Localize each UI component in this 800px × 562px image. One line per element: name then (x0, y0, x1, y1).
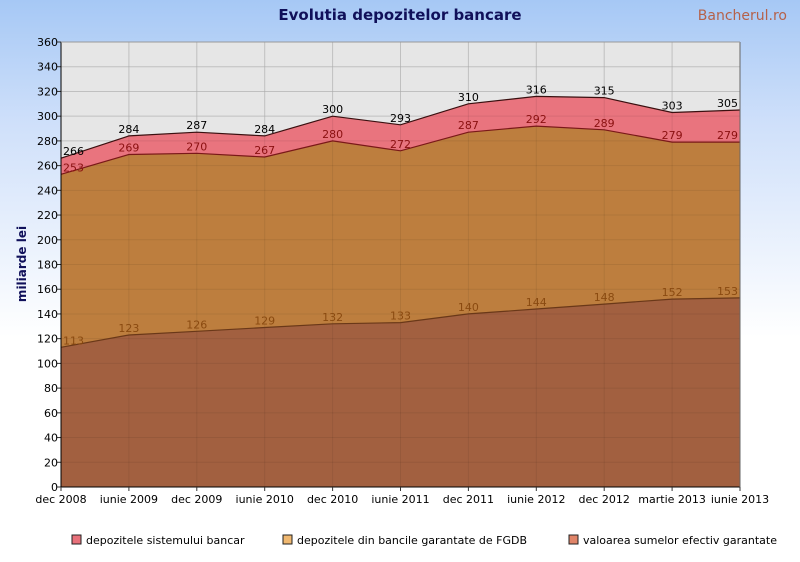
y-tick-label: 220 (37, 209, 58, 222)
y-tick-label: 260 (37, 160, 58, 173)
x-tick-label: dec 2011 (443, 493, 494, 506)
data-label: 316 (526, 83, 547, 96)
y-axis-label: miliarde lei (15, 226, 29, 302)
data-label: 279 (717, 129, 738, 142)
legend-swatch (71, 534, 82, 545)
data-label: 152 (662, 286, 683, 299)
y-tick-label: 140 (37, 308, 58, 321)
data-label: 140 (458, 301, 479, 314)
y-tick-label: 280 (37, 135, 58, 148)
data-label: 266 (63, 145, 84, 158)
x-tick-label: iunie 2011 (371, 493, 429, 506)
data-label: 272 (390, 138, 411, 151)
legend-label: depozitele sistemului bancar (86, 534, 245, 547)
data-label: 153 (717, 285, 738, 298)
data-label: 144 (526, 296, 547, 309)
y-tick-label: 340 (37, 61, 58, 74)
y-tick-label: 60 (44, 407, 58, 420)
data-label: 315 (594, 85, 615, 98)
x-tick-label: iunie 2009 (100, 493, 158, 506)
data-label: 287 (458, 119, 479, 132)
data-label: 129 (254, 315, 275, 328)
data-label: 148 (594, 291, 615, 304)
data-label: 269 (118, 141, 139, 154)
brand-logo-text[interactable]: Bancherul.ro (698, 8, 787, 24)
chart-title: Evolutia depozitelor bancare (278, 6, 521, 24)
y-tick-label: 40 (44, 432, 58, 445)
series-line-2 (60, 125, 740, 175)
series-line-3 (60, 297, 741, 348)
data-label: 287 (186, 119, 207, 132)
x-tick-label: dec 2012 (579, 493, 630, 506)
legend-label: depozitele din bancile garantate de FGDB (297, 534, 527, 547)
legend-swatch (282, 534, 293, 545)
x-tick-label: iunie 2013 (711, 493, 769, 506)
data-label: 123 (118, 322, 139, 335)
x-tick-label: iunie 2010 (236, 493, 294, 506)
data-label: 284 (118, 123, 139, 136)
y-tick-label: 200 (37, 234, 58, 247)
y-tick-label: 80 (44, 382, 58, 395)
legend-label: valoarea sumelor efectiv garantate (583, 534, 777, 547)
data-label: 303 (662, 99, 683, 112)
y-tick-label: 120 (37, 333, 58, 346)
data-label: 284 (254, 123, 275, 136)
series-area-3 (61, 297, 740, 487)
y-tick-label: 240 (37, 184, 58, 197)
data-label: 113 (63, 334, 84, 347)
data-label: 305 (717, 97, 738, 110)
data-label: 267 (254, 144, 275, 157)
x-tick-label: dec 2008 (35, 493, 86, 506)
data-label: 289 (594, 117, 615, 130)
y-tick-label: 0 (51, 481, 58, 494)
data-label: 279 (662, 129, 683, 142)
x-tick-label: dec 2010 (307, 493, 358, 506)
data-label: 310 (458, 91, 479, 104)
x-tick-label: martie 2013 (638, 493, 706, 506)
data-label: 133 (390, 310, 411, 323)
data-label: 126 (186, 318, 207, 331)
x-tick-label: dec 2009 (171, 493, 222, 506)
data-label: 132 (322, 311, 343, 324)
series-line-1 (60, 95, 741, 159)
y-tick-label: 320 (37, 85, 58, 98)
y-tick-label: 360 (37, 36, 58, 49)
y-tick-label: 100 (37, 357, 58, 370)
data-label: 253 (63, 161, 84, 174)
y-tick-label: 20 (44, 456, 58, 469)
data-label: 292 (526, 113, 547, 126)
data-label: 280 (322, 128, 343, 141)
y-tick-label: 180 (37, 259, 58, 272)
data-label: 293 (390, 112, 411, 125)
data-label: 270 (186, 140, 207, 153)
legend-swatch (568, 534, 579, 545)
y-tick-label: 300 (37, 110, 58, 123)
data-label: 300 (322, 103, 343, 116)
y-tick-label: 160 (37, 283, 58, 296)
x-tick-label: iunie 2012 (507, 493, 565, 506)
